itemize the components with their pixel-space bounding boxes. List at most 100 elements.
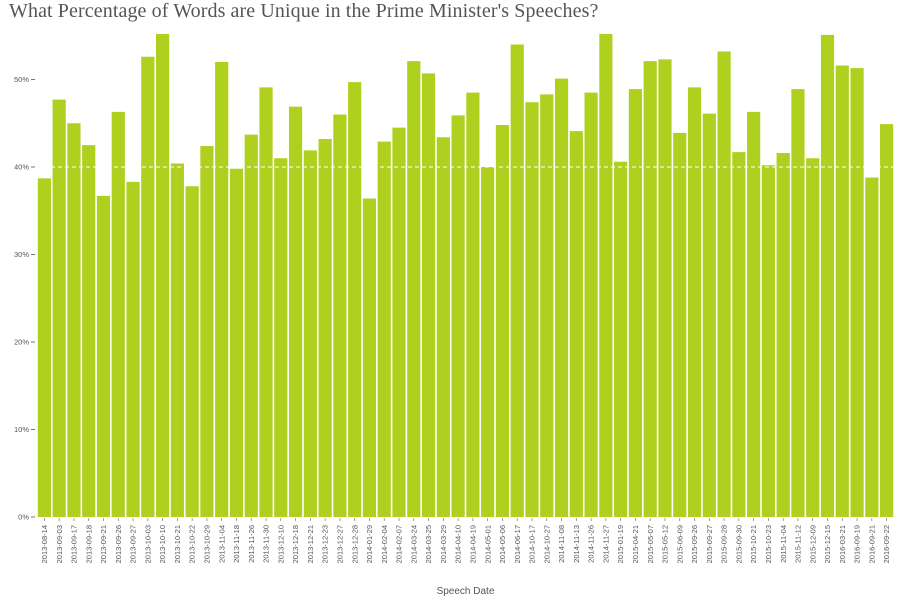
x-tick-label: 2013-09-27 — [129, 525, 138, 563]
x-tick-label: 2014-11-13 — [572, 525, 581, 563]
bar — [229, 168, 244, 517]
bar — [510, 44, 524, 517]
x-tick-label: 2015-09-30 — [734, 525, 743, 563]
bar — [244, 134, 258, 517]
x-tick-label: 2013-10-29 — [203, 525, 212, 563]
bar — [421, 73, 436, 517]
bar — [481, 167, 495, 517]
x-tick-label: 2013-12-10 — [276, 525, 285, 563]
bar — [436, 137, 450, 517]
bar — [835, 65, 849, 517]
x-tick-label: 2013-09-03 — [55, 525, 64, 563]
x-tick-label: 2013-11-26 — [247, 525, 256, 563]
bar — [126, 181, 140, 517]
x-tick-label: 2015-12-09 — [808, 525, 817, 563]
x-tick-label: 2013-09-18 — [84, 525, 93, 563]
bar — [215, 62, 229, 517]
x-tick-label: 2015-12-15 — [823, 525, 832, 563]
x-tick-label: 2015-11-04 — [779, 525, 788, 563]
x-tick-label: 2013-11-04 — [217, 525, 226, 563]
x-tick-label: 2013-11-30 — [262, 525, 271, 563]
bar — [540, 94, 554, 517]
bar — [185, 186, 199, 517]
x-tick-label: 2014-02-04 — [380, 525, 389, 563]
x-tick-label: 2015-01-19 — [616, 525, 625, 563]
x-tick-label: 2014-11-27 — [601, 525, 610, 563]
bar — [717, 51, 731, 517]
bar — [673, 132, 687, 517]
bar — [761, 165, 775, 517]
bar — [111, 111, 125, 517]
x-tick-label: 2014-10-17 — [528, 525, 537, 563]
bar — [643, 61, 657, 517]
x-tick-label: 2013-12-27 — [336, 525, 345, 563]
bar — [599, 34, 613, 517]
bar — [584, 92, 598, 517]
x-tick-label: 2013-10-22 — [188, 525, 197, 563]
bars — [37, 34, 894, 517]
y-axis: 0% 10% 20% 30% 40% 50% — [14, 75, 35, 522]
bar — [52, 99, 66, 517]
bar — [554, 78, 569, 517]
chart-title: What Percentage of Words are Unique in t… — [9, 0, 599, 22]
bar — [141, 56, 155, 517]
bar — [732, 152, 746, 517]
x-tick-label: 2015-09-27 — [705, 525, 714, 563]
x-axis: 2013-08-14 2013-09-03 2013-09-17 2013-09-18… — [40, 518, 891, 563]
x-tick-label: 2015-09-26 — [690, 525, 699, 563]
bar — [333, 114, 347, 517]
bar — [747, 111, 761, 517]
x-tick-label: 2015-10-21 — [749, 525, 758, 563]
bar — [806, 158, 820, 517]
x-tick-label: 2013-10-10 — [158, 525, 167, 563]
x-tick-label: 2013-08-14 — [40, 525, 49, 563]
bar — [288, 106, 303, 517]
bar — [776, 153, 790, 517]
x-tick-label: 2016-09-22 — [882, 525, 891, 563]
y-tick-label: 40% — [14, 163, 29, 172]
bar — [259, 87, 273, 517]
bar — [850, 68, 864, 517]
y-tick-label: 0% — [18, 513, 29, 522]
bar — [170, 163, 184, 517]
x-tick-label: 2015-11-12 — [794, 525, 803, 563]
y-tick-label: 20% — [14, 338, 29, 347]
bar — [451, 115, 465, 517]
bar — [820, 34, 835, 517]
x-tick-label: 2014-04-10 — [454, 525, 463, 563]
x-tick-label: 2014-05-01 — [483, 525, 492, 563]
bar — [466, 92, 480, 517]
x-tick-label: 2015-10-23 — [764, 525, 773, 563]
x-tick-label: 2014-11-08 — [557, 525, 566, 563]
x-tick-label: 2013-10-21 — [173, 525, 182, 563]
x-tick-label: 2014-06-17 — [513, 525, 522, 563]
x-tick-label: 2013-09-26 — [114, 525, 123, 563]
x-tick-label: 2014-10-27 — [542, 525, 551, 563]
bar — [96, 195, 111, 517]
x-tick-label: 2013-12-18 — [291, 525, 300, 563]
bar — [274, 158, 288, 517]
x-tick-label: 2015-09-28 — [720, 525, 729, 563]
x-tick-label: 2015-06-09 — [675, 525, 684, 563]
bar — [303, 150, 317, 517]
bar — [318, 139, 332, 517]
x-tick-label: 2013-09-21 — [99, 525, 108, 563]
bar — [392, 127, 406, 517]
x-tick-label: 2013-09-17 — [70, 525, 79, 563]
bar — [569, 131, 583, 517]
x-tick-label: 2014-05-06 — [498, 525, 507, 563]
x-tick-label: 2015-05-12 — [661, 525, 670, 563]
bar — [791, 89, 805, 517]
bar — [495, 125, 510, 517]
x-tick-label: 2014-03-29 — [439, 525, 448, 563]
bar — [880, 124, 894, 517]
bar — [348, 82, 362, 517]
bar — [67, 123, 81, 517]
x-tick-label: 2014-02-07 — [395, 525, 404, 563]
x-tick-label: 2014-11-26 — [587, 525, 596, 563]
x-tick-label: 2013-12-23 — [321, 525, 330, 563]
y-tick-label: 30% — [14, 250, 29, 259]
bar — [37, 178, 51, 517]
x-tick-label: 2013-12-28 — [350, 525, 359, 563]
